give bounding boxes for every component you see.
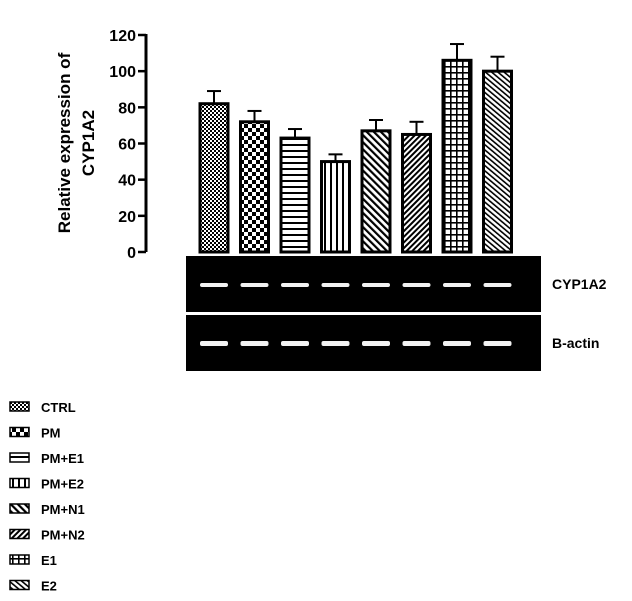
band-cyp1a2 bbox=[483, 283, 512, 287]
y-axis: 0 20 40 60 80 100 120 bbox=[109, 28, 148, 262]
band-bactin bbox=[483, 341, 512, 346]
band-cyp1a2 bbox=[200, 283, 228, 287]
bar-pm-e1 bbox=[279, 136, 311, 254]
legend-label: E2 bbox=[41, 579, 57, 594]
band-cyp1a2 bbox=[281, 283, 309, 287]
bar-pm-n2 bbox=[401, 132, 432, 254]
y-tick-label: 60 bbox=[118, 137, 136, 154]
gel-label-cyp1a2: CYP1A2 bbox=[552, 276, 607, 292]
legend: CTRL PM PM+E1 PM+E2 PM+N1 PM+N2 E1 E2 bbox=[9, 400, 85, 594]
y-axis-label: Relative expression of CYP1A2 bbox=[55, 52, 98, 233]
legend-swatch bbox=[9, 401, 30, 412]
legend-label: PM+N1 bbox=[41, 502, 85, 517]
bar-e1 bbox=[441, 58, 473, 254]
bar-pm-n1 bbox=[360, 129, 392, 254]
y-axis-label-line2: CYP1A2 bbox=[79, 110, 98, 176]
band-cyp1a2 bbox=[402, 283, 431, 287]
y-axis-label-line1: Relative expression of bbox=[55, 52, 74, 233]
legend-label: E1 bbox=[41, 553, 57, 568]
band-cyp1a2 bbox=[443, 283, 471, 287]
legend-item: PM+N1 bbox=[9, 502, 85, 517]
legend-item: PM+N2 bbox=[9, 528, 85, 543]
legend-item: E1 bbox=[9, 553, 57, 568]
gel-label-bactin: B-actin bbox=[552, 335, 599, 351]
band-cyp1a2 bbox=[362, 283, 390, 287]
legend-item: PM+E2 bbox=[9, 477, 84, 492]
gel-blot: CYP1A2 B-actin bbox=[186, 256, 607, 371]
band-bactin bbox=[281, 341, 309, 346]
band-cyp1a2 bbox=[240, 283, 269, 287]
band-bactin bbox=[443, 341, 471, 346]
y-tick-label: 100 bbox=[109, 64, 136, 81]
bar-pm bbox=[239, 120, 270, 254]
legend-swatch bbox=[9, 426, 30, 438]
legend-swatch bbox=[9, 528, 30, 540]
legend-label: PM+E2 bbox=[41, 477, 84, 492]
band-cyp1a2 bbox=[321, 283, 350, 287]
band-bactin bbox=[200, 341, 228, 346]
legend-swatch bbox=[9, 477, 30, 489]
svg-text:CYP1A2: CYP1A2 bbox=[79, 110, 98, 176]
y-tick-label: 40 bbox=[118, 173, 136, 190]
legend-swatch bbox=[9, 452, 30, 463]
bar-ctrl bbox=[198, 102, 230, 254]
y-tick-label: 120 bbox=[109, 28, 136, 45]
band-bactin bbox=[402, 341, 431, 346]
legend-swatch bbox=[9, 503, 30, 514]
legend-label: PM+N2 bbox=[41, 528, 85, 543]
band-bactin bbox=[362, 341, 390, 346]
legend-item: PM bbox=[9, 426, 61, 441]
bars bbox=[198, 43, 513, 254]
legend-swatch bbox=[9, 554, 30, 565]
bar-e2 bbox=[482, 69, 513, 254]
y-tick-label: 0 bbox=[127, 245, 136, 262]
legend-item: PM+E1 bbox=[9, 451, 84, 466]
y-tick-label: 20 bbox=[118, 209, 136, 226]
svg-text:Relative expression of: Relative expression of bbox=[55, 52, 74, 233]
band-bactin bbox=[321, 341, 350, 346]
legend-item: E2 bbox=[9, 579, 57, 594]
band-bactin bbox=[240, 341, 269, 346]
bar-pm-e2 bbox=[320, 160, 351, 254]
legend-item: CTRL bbox=[9, 400, 76, 415]
legend-swatch bbox=[9, 579, 30, 591]
legend-label: PM bbox=[41, 426, 61, 441]
legend-label: PM+E1 bbox=[41, 451, 84, 466]
y-tick-label: 80 bbox=[118, 100, 136, 117]
legend-label: CTRL bbox=[41, 400, 76, 415]
